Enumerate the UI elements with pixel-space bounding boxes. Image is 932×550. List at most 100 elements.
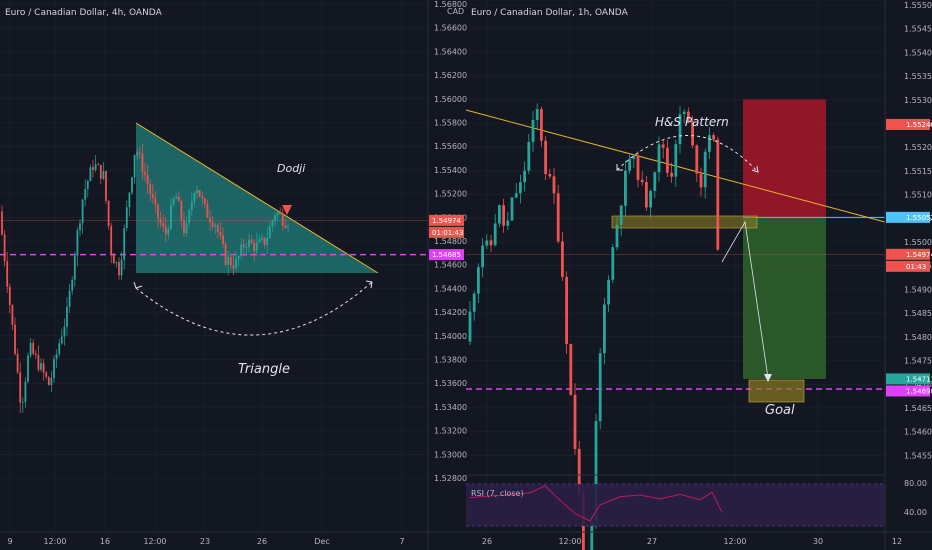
left-candle-body bbox=[84, 188, 87, 200]
left-candle-body bbox=[60, 336, 63, 344]
right-y-tick: 1.55450 bbox=[904, 25, 932, 34]
left-candles bbox=[1, 143, 289, 413]
left-candle-body bbox=[240, 244, 243, 256]
left-candle-body bbox=[219, 231, 222, 236]
right-candle-body bbox=[535, 109, 539, 120]
left-y-tick: 1.55800 bbox=[434, 119, 467, 128]
left-candle-body bbox=[133, 154, 136, 178]
right-price-tag-text: 1.54690 bbox=[906, 387, 932, 395]
left-chart-panel[interactable]: Dodji Triangle Euro / Canadian Dollar, 4… bbox=[0, 0, 428, 532]
left-candle-body bbox=[138, 152, 141, 154]
right-candle-body bbox=[590, 521, 594, 550]
left-y-tick: 1.54600 bbox=[434, 261, 467, 270]
right-price-tag-text: 1.55248 bbox=[906, 121, 932, 129]
right-price-tag bbox=[886, 248, 930, 260]
left-axis-background bbox=[428, 0, 466, 550]
goal-box bbox=[748, 379, 805, 403]
right-candle-body bbox=[691, 121, 694, 146]
left-candle-body bbox=[250, 239, 253, 244]
left-candle-body bbox=[66, 306, 68, 327]
left-candle-body bbox=[1, 211, 3, 235]
left-candle-body bbox=[141, 153, 144, 173]
left-candle-body bbox=[131, 177, 133, 193]
right-price-axis[interactable]: 1.55500 1.55450 1.55400 1.55350 1.55300 1.552… bbox=[884, 0, 932, 550]
right-candle-body bbox=[502, 205, 505, 226]
left-candle-body bbox=[180, 201, 183, 221]
left-candle-body bbox=[79, 223, 81, 231]
left-candle-body bbox=[201, 196, 204, 199]
left-candle-body bbox=[214, 225, 217, 227]
left-candle-body bbox=[71, 279, 74, 291]
left-candle-body bbox=[47, 376, 50, 386]
left-candle-body bbox=[185, 222, 188, 234]
left-candle-body bbox=[3, 234, 6, 262]
right-candle-body bbox=[649, 190, 652, 208]
left-y-tick: 1.56200 bbox=[434, 71, 467, 80]
left-candle-body bbox=[193, 192, 196, 203]
left-candle-body bbox=[123, 228, 126, 260]
right-candle-body bbox=[615, 224, 619, 248]
right-candle-body bbox=[716, 139, 720, 250]
left-candle-body bbox=[68, 290, 71, 307]
left-candle-body bbox=[81, 199, 84, 224]
left-candle-body bbox=[120, 259, 123, 276]
left-candle-body bbox=[167, 229, 170, 235]
left-candle-body bbox=[151, 194, 154, 199]
right-y-tick: 1.55100 bbox=[904, 191, 932, 200]
left-candle-body bbox=[34, 353, 37, 356]
rsi-label: RSI (7, close) bbox=[471, 489, 524, 498]
left-candle-body bbox=[263, 237, 266, 246]
right-price-tag bbox=[886, 118, 930, 130]
left-y-tick: 1.56800 bbox=[434, 0, 467, 9]
right-y-tick: 1.54700 bbox=[904, 380, 932, 389]
left-candle-body bbox=[271, 220, 274, 227]
time-axis[interactable]: 9 12:00 16 12:00 23 26 Dec 7 26 12:00 27 12:00 30 12 bbox=[0, 531, 932, 546]
left-candle-body bbox=[281, 213, 284, 226]
right-price-tag-text: 1.55052 bbox=[906, 214, 932, 222]
left-x-tick: 9 bbox=[7, 537, 12, 546]
projected-path-arrow-icon bbox=[764, 374, 772, 382]
left-y-tick: 1.54800 bbox=[434, 237, 467, 246]
rsi-pane[interactable]: RSI (7, close) bbox=[466, 474, 885, 527]
left-candle-body bbox=[76, 230, 79, 256]
right-candle-body bbox=[552, 176, 556, 194]
right-candle-body bbox=[712, 135, 715, 140]
left-y-tick: 1.53800 bbox=[434, 356, 467, 365]
left-x-tick: 23 bbox=[200, 537, 210, 546]
left-price-axis[interactable]: CAD 1.568001.566001.564001.562001.560001… bbox=[427, 0, 467, 550]
right-x-tick: 12 bbox=[892, 537, 902, 546]
left-candle-body bbox=[6, 261, 9, 287]
right-candle-body bbox=[556, 193, 560, 242]
triangle-arc-arrowhead bbox=[365, 280, 373, 289]
right-candle-body bbox=[531, 119, 535, 142]
left-candle-body bbox=[203, 198, 206, 204]
right-candle-body bbox=[661, 144, 665, 148]
left-candle-body bbox=[58, 343, 61, 355]
right-candle-body bbox=[611, 247, 615, 280]
right-candle-body bbox=[598, 353, 602, 422]
right-candle-body bbox=[514, 193, 518, 198]
left-candle-body bbox=[159, 218, 162, 223]
left-candle-body bbox=[16, 353, 19, 373]
right-candle-body bbox=[624, 170, 627, 206]
right-candle-body bbox=[498, 205, 501, 224]
left-candle-body bbox=[73, 255, 76, 280]
right-candle-body bbox=[468, 311, 472, 342]
left-y-tick: 1.53400 bbox=[434, 403, 467, 412]
left-candle-body bbox=[227, 257, 230, 265]
right-candle-body bbox=[489, 240, 493, 246]
take-profit-zone bbox=[743, 217, 826, 379]
left-price-tag-text: 1.54685 bbox=[432, 251, 461, 259]
stop-loss-zone bbox=[743, 99, 826, 218]
left-candle-body bbox=[37, 355, 40, 370]
left-candle-body bbox=[89, 167, 92, 182]
right-chart-panel[interactable]: H&S Pattern Goal Euro / Canadian Dollar,… bbox=[465, 0, 886, 550]
right-x-tick: 30 bbox=[813, 537, 823, 546]
right-y-tick: 1.55200 bbox=[904, 143, 932, 152]
left-candle-body bbox=[287, 226, 289, 228]
dodji-arrow-icon bbox=[282, 205, 292, 215]
left-y-tick: 1.55400 bbox=[434, 166, 467, 175]
triangle-arc-arrow bbox=[135, 281, 373, 336]
